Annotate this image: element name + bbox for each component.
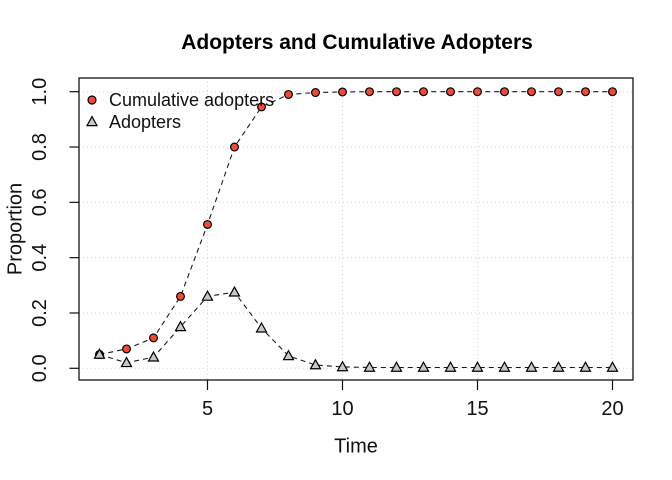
data-point-circle <box>446 87 456 97</box>
data-point-triangle <box>336 360 349 372</box>
y-tick-label: 0.8 <box>29 133 51 161</box>
data-point-circle <box>580 87 590 97</box>
y-tick-label: 0.2 <box>29 299 51 327</box>
data-point-triangle <box>309 358 322 370</box>
data-point-triangle <box>417 361 430 372</box>
x-tick-label: 20 <box>601 398 623 420</box>
data-point-triangle <box>471 361 484 372</box>
chart-legend: Cumulative adopters Adopters <box>84 89 274 133</box>
data-point-triangle <box>579 361 592 372</box>
legend-label-cumulative: Cumulative adopters <box>109 89 275 110</box>
data-point-circle <box>392 87 402 97</box>
data-point-triangle <box>390 361 403 372</box>
data-point-circle <box>257 102 267 112</box>
series-line <box>99 91 613 356</box>
data-point-circle <box>365 87 375 97</box>
x-tick-label: 15 <box>466 398 488 420</box>
data-point-triangle <box>498 361 511 372</box>
x-axis-title: Time <box>334 435 378 458</box>
legend-item-cumulative: Cumulative adopters <box>84 89 274 111</box>
data-point-triangle <box>525 361 538 372</box>
data-point-triangle <box>93 348 106 359</box>
chart-title: Adopters and Cumulative Adopters <box>181 31 533 54</box>
data-point-circle <box>338 87 348 97</box>
data-point-triangle <box>174 320 187 332</box>
data-point-circle <box>526 87 536 97</box>
data-point-triangle <box>120 356 133 368</box>
data-point-circle <box>149 333 159 343</box>
y-tick-label: 1.0 <box>29 78 51 106</box>
data-point-circle <box>230 142 240 152</box>
legend-label-adopters: Adopters <box>109 111 182 132</box>
data-point-triangle <box>552 361 565 372</box>
triangle-marker-icon <box>85 115 99 127</box>
data-point-triangle <box>228 285 241 297</box>
data-point-circle <box>500 87 510 97</box>
data-point-triangle <box>201 289 214 301</box>
data-point-circle <box>419 87 429 97</box>
data-point-triangle <box>363 361 376 372</box>
data-point-triangle <box>444 361 457 372</box>
data-point-circle <box>176 291 186 301</box>
data-point-triangle <box>147 350 160 362</box>
data-point-circle <box>203 219 213 229</box>
data-point-circle <box>553 87 563 97</box>
legend-item-adopters: Adopters <box>84 111 274 133</box>
x-tick-label: 5 <box>202 398 213 420</box>
data-point-circle <box>121 344 131 354</box>
data-point-circle <box>473 87 483 97</box>
data-point-triangle <box>282 349 295 361</box>
data-point-triangle <box>255 321 268 333</box>
data-point-triangle <box>606 361 619 372</box>
data-point-circle <box>311 88 321 98</box>
data-point-circle <box>284 89 294 99</box>
x-tick-label: 10 <box>331 398 353 420</box>
y-tick-label: 0.0 <box>29 354 51 382</box>
y-axis-title: Proportion <box>4 182 27 276</box>
series-line <box>99 291 613 369</box>
plot-box <box>78 77 634 381</box>
y-tick-label: 0.6 <box>29 188 51 216</box>
circle-marker-icon <box>87 95 97 105</box>
y-tick-label: 0.4 <box>29 244 51 272</box>
data-point-circle <box>607 87 617 97</box>
